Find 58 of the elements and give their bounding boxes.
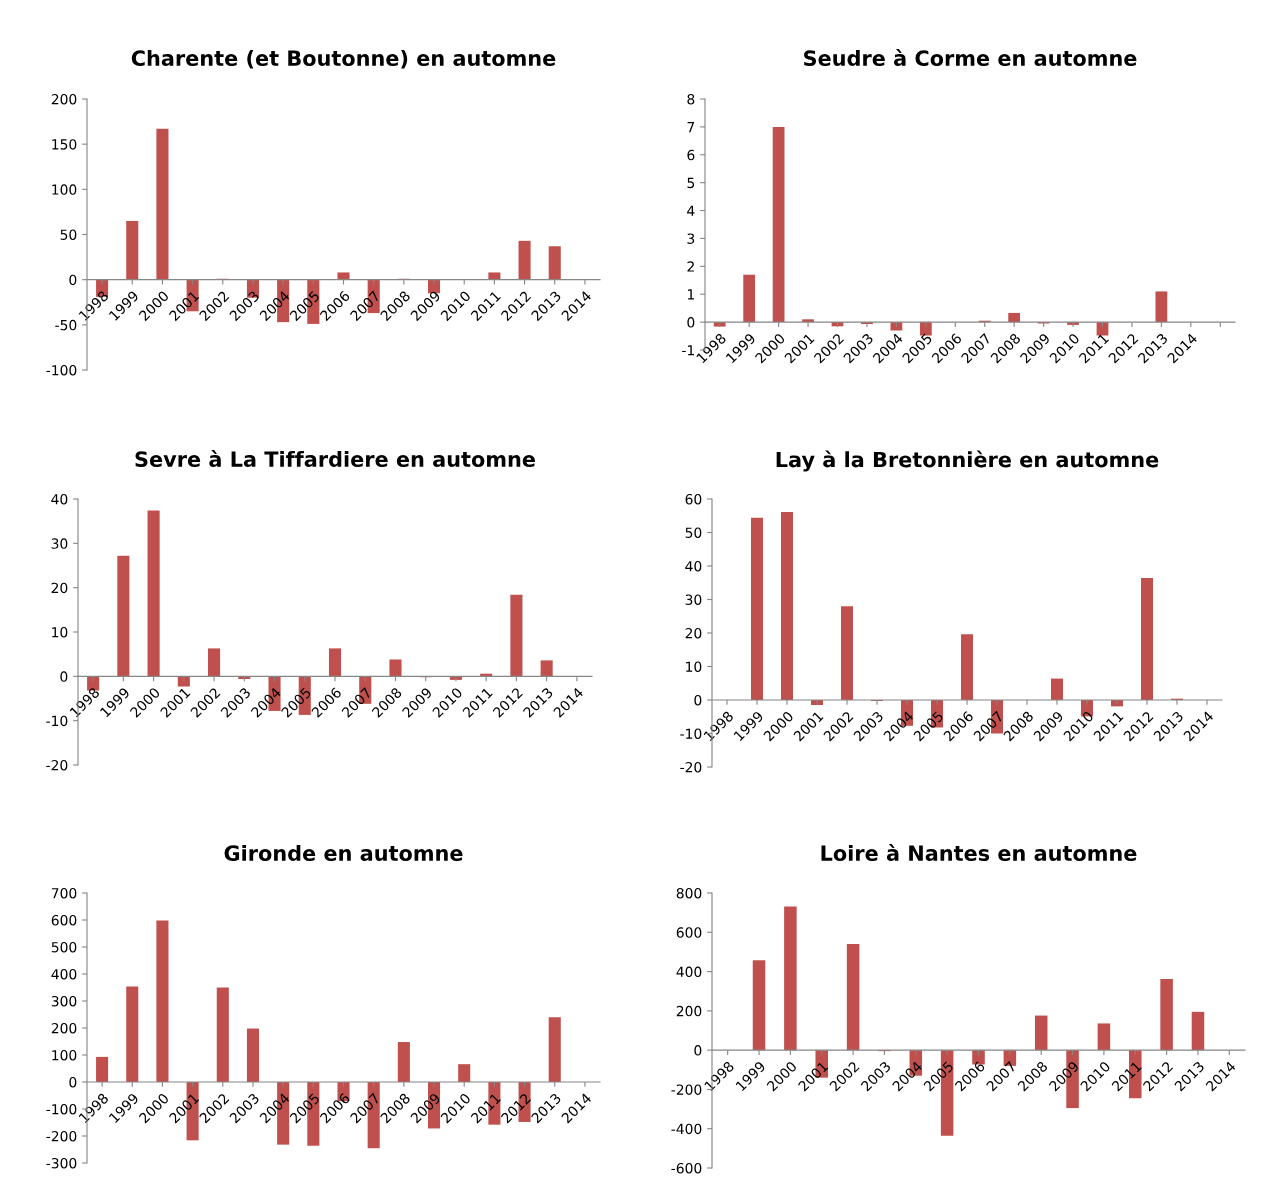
y-tick-label: 10 <box>686 661 702 672</box>
y-tick-label: -10 <box>46 715 68 727</box>
y-tick-label: 400 <box>51 968 77 980</box>
y-tick-label: -200 <box>46 1130 77 1142</box>
y-tick-label: 6 <box>687 149 695 161</box>
y-tick-label: 40 <box>685 560 702 572</box>
y-tick-label: 50 <box>685 527 702 538</box>
y-tick-label: -10 <box>680 728 702 739</box>
y-tick-label: 0 <box>69 1076 77 1088</box>
y-tick-label: 600 <box>51 914 77 926</box>
y-tick-label: -100 <box>46 364 77 376</box>
y-tick-label: -1 <box>682 345 694 356</box>
y-tick-label: -200 <box>671 1084 702 1095</box>
y-tick-label: 3 <box>687 233 695 244</box>
y-tick-label: 0 <box>69 274 77 286</box>
y-tick-label: 0 <box>694 1045 702 1056</box>
y-tick-label: 1 <box>687 289 694 300</box>
y-tick-label: 0 <box>694 694 702 706</box>
y-tick-label: 600 <box>676 927 702 938</box>
y-tick-label: 8 <box>687 93 695 105</box>
y-tick-label: 30 <box>51 538 68 549</box>
y-tick-label: 200 <box>676 1005 702 1017</box>
y-tick-label: 700 <box>51 887 77 899</box>
y-tick-label: -600 <box>671 1162 702 1174</box>
y-tick-label: 100 <box>52 184 77 195</box>
chart-title: Seudre à Corme en automne <box>804 49 1137 67</box>
chart-title: Charente (et Boutonne) en automne <box>131 49 556 69</box>
chart-title: Lay à la Bretonnière en automne <box>776 450 1159 472</box>
y-tick-label: 300 <box>51 995 77 1007</box>
y-tick-label: 20 <box>51 582 68 594</box>
y-tick-label: 0 <box>687 317 695 328</box>
y-tick-label: 150 <box>52 139 77 150</box>
y-tick-label: 2 <box>687 261 694 272</box>
y-tick-label: -50 <box>55 319 77 331</box>
y-tick-label: 100 <box>52 1049 77 1061</box>
y-tick-label: 200 <box>51 93 77 105</box>
y-tick-label: 50 <box>60 229 77 240</box>
y-tick-label: 30 <box>685 594 702 605</box>
y-tick-label: 40 <box>51 493 68 505</box>
chart-title: Gironde en automne <box>224 844 463 862</box>
y-tick-label: 0 <box>60 671 68 682</box>
y-tick-label: 4 <box>687 205 695 216</box>
y-tick-label: 5 <box>687 177 695 189</box>
y-tick-label: 60 <box>685 493 702 505</box>
y-tick-label: -20 <box>46 759 68 771</box>
y-tick-label: -20 <box>680 761 702 773</box>
y-tick-label: 20 <box>685 627 702 639</box>
y-tick-label: 7 <box>687 122 695 133</box>
chart-title: Loire à Nantes en automne <box>821 844 1137 862</box>
y-tick-label: -400 <box>671 1123 702 1135</box>
y-tick-label: -300 <box>46 1157 77 1169</box>
y-tick-label: 400 <box>676 966 702 978</box>
y-tick-label: 10 <box>52 626 68 638</box>
chart-title: Sevre à La Tiffardiere en automne <box>135 450 535 468</box>
y-tick-label: -100 <box>46 1103 77 1115</box>
y-tick-label: 200 <box>51 1022 77 1034</box>
y-tick-label: 500 <box>51 941 77 953</box>
y-tick-label: 800 <box>676 887 702 899</box>
